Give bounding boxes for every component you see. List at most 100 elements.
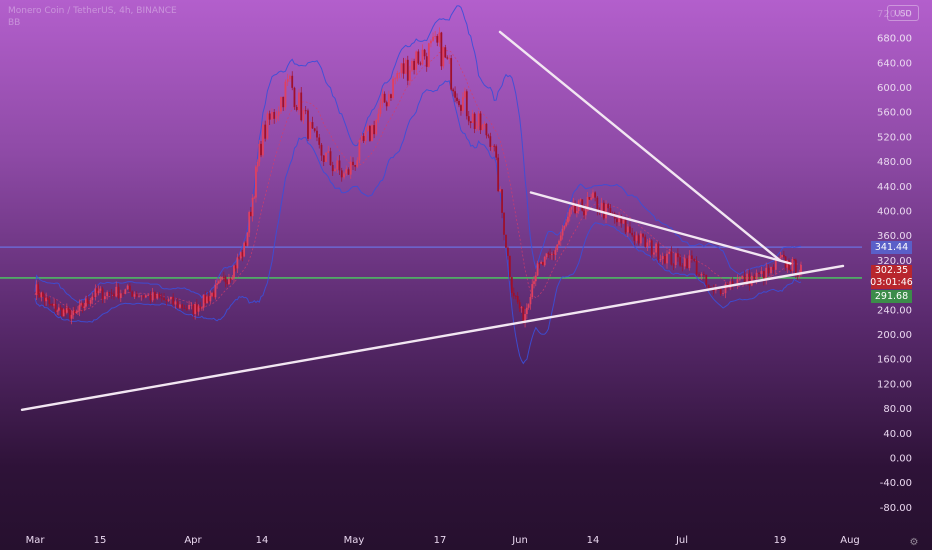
horizontal-levels: [0, 246, 862, 279]
candle-body: [197, 306, 200, 312]
currency-button[interactable]: USD: [887, 5, 919, 21]
price-tick-label: 520.00: [877, 132, 912, 143]
time-tick-label: 15: [94, 535, 107, 546]
candle-body: [188, 304, 190, 310]
last-price-value: 302.35: [874, 265, 909, 276]
candle-body: [788, 260, 790, 270]
candle-body: [340, 170, 343, 178]
candle-body: [325, 152, 327, 162]
candle-body: [639, 233, 642, 244]
candle-body: [295, 106, 298, 111]
candle-body: [62, 309, 65, 317]
candle-body: [767, 267, 770, 274]
candle-body: [409, 70, 411, 81]
candle-body: [772, 266, 775, 270]
candle-body: [37, 284, 40, 295]
candle-body: [607, 204, 610, 209]
candle-body: [260, 143, 262, 156]
candle-body: [179, 304, 181, 308]
candle-body: [394, 78, 397, 80]
lower-level-price-tag: 291.68: [871, 290, 912, 303]
candle-body: [244, 242, 247, 246]
candle-body: [436, 36, 439, 43]
candle-body: [748, 273, 751, 286]
candle-body: [40, 292, 43, 298]
candle-body: [556, 244, 559, 251]
candle-body: [438, 32, 441, 43]
gear-icon[interactable]: ⚙: [909, 536, 919, 548]
candle-body: [473, 113, 476, 129]
candle-body: [42, 292, 44, 297]
candle-body: [211, 292, 213, 296]
price-axis[interactable]: -80.00 -40.00 0.00 40.00 80.00 120.00 160.00 20…: [877, 9, 912, 514]
candle-body: [417, 51, 420, 64]
candle-body: [106, 292, 109, 297]
candle-body: [762, 271, 765, 281]
candle-body: [446, 57, 449, 59]
candle-body: [233, 265, 235, 278]
candle-body: [536, 263, 539, 276]
candle-body: [653, 252, 655, 255]
candle-body: [460, 105, 462, 111]
trendline-1: [498, 30, 782, 262]
candle-body: [89, 300, 92, 304]
candle-body: [503, 212, 505, 235]
time-tick-label: Apr: [184, 535, 202, 546]
candle-body: [48, 299, 51, 304]
candle-body: [195, 304, 198, 312]
candle-body: [398, 72, 401, 74]
candle-body: [592, 192, 594, 198]
price-tick-label: 560.00: [877, 108, 912, 119]
candle-body: [390, 94, 392, 99]
candle-body: [579, 199, 582, 201]
candle-body: [475, 126, 478, 129]
candle-body: [85, 298, 87, 307]
candle-body: [722, 293, 724, 295]
candle-body: [209, 295, 212, 302]
candle-body: [329, 151, 332, 166]
candle-body: [293, 87, 296, 107]
candle-body: [202, 294, 205, 308]
candle-body: [369, 126, 371, 141]
candle-body: [169, 296, 172, 300]
candle-body: [533, 281, 535, 285]
candle-body: [520, 307, 523, 309]
candle-body: [633, 235, 636, 241]
candle-body: [753, 275, 756, 280]
candle-body: [221, 277, 224, 280]
price-tick-label: 600.00: [877, 83, 912, 94]
candle-body: [648, 240, 651, 243]
candle-body: [507, 247, 509, 256]
candle-body: [57, 307, 60, 311]
candle-body: [50, 303, 52, 305]
candle-body: [131, 291, 134, 297]
candle-body: [538, 263, 541, 265]
candle-body: [343, 173, 345, 178]
candle-body: [487, 135, 490, 137]
candle-body: [565, 222, 568, 226]
candle-body: [581, 199, 584, 211]
candle-body: [650, 240, 653, 255]
indicator-label[interactable]: BB: [8, 18, 21, 28]
candle-body: [782, 254, 785, 257]
candle-body: [96, 288, 98, 294]
candle-body: [356, 160, 359, 167]
price-tick-label: 480.00: [877, 157, 912, 168]
candle-body: [78, 304, 81, 311]
candle-body: [110, 292, 113, 294]
candle-body: [67, 308, 70, 311]
candle-body: [525, 307, 528, 315]
price-tick-label: 320.00: [877, 256, 912, 267]
time-axis[interactable]: Mar 15 Apr 14 May 17 Jun 14 Jul 19 Aug: [26, 535, 860, 546]
candle-body: [158, 293, 161, 298]
candle-body: [113, 293, 115, 297]
candle-body: [622, 219, 625, 224]
candle-body: [683, 258, 686, 267]
candle-body: [81, 303, 84, 308]
candle-body: [483, 123, 486, 125]
candle-body: [516, 296, 519, 303]
candle-body: [800, 264, 802, 274]
candle-body: [300, 92, 303, 121]
bollinger-lower-band: [34, 80, 802, 365]
candle-body: [547, 253, 550, 255]
